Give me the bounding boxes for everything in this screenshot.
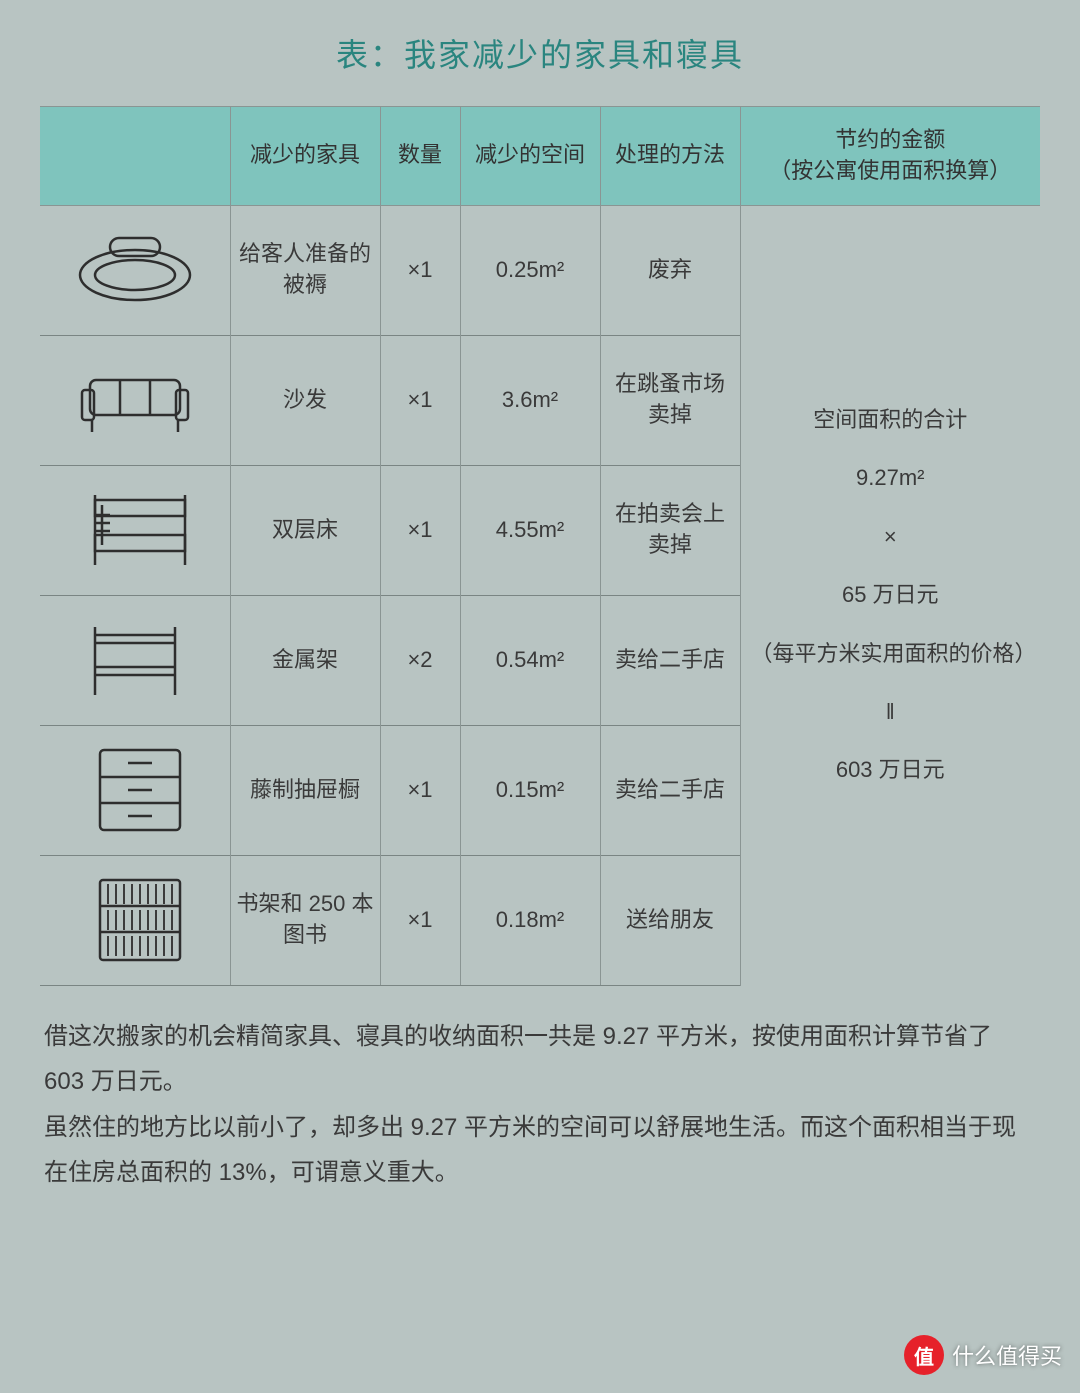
col-icon (40, 107, 230, 206)
item-method: 废弃 (600, 205, 740, 335)
item-space: 0.54m² (460, 595, 600, 725)
item-name: 书架和 250 本图书 (230, 855, 380, 985)
item-method: 卖给二手店 (600, 725, 740, 855)
header-row: 减少的家具 数量 减少的空间 处理的方法 节约的金额 （按公寓使用面积换算） (40, 107, 1040, 206)
summary-result: 603 万日元 (751, 746, 1031, 794)
summary-mult: × (751, 513, 1031, 561)
item-name: 给客人准备的被褥 (230, 205, 380, 335)
col-method: 处理的方法 (600, 107, 740, 206)
sofa-icon (40, 335, 230, 465)
watermark-text: 什么值得买 (952, 1339, 1062, 1371)
table-title: 表：我家减少的家具和寝具 (40, 30, 1040, 76)
caption: 借这次搬家的机会精简家具、寝具的收纳面积一共是 9.27 平方米，按使用面积计算… (40, 1014, 1040, 1196)
col-qty: 数量 (380, 107, 460, 206)
item-method: 在拍卖会上卖掉 (600, 465, 740, 595)
col-space: 减少的空间 (460, 107, 600, 206)
item-qty: ×1 (380, 205, 460, 335)
item-qty: ×2 (380, 595, 460, 725)
item-space: 4.55m² (460, 465, 600, 595)
item-method: 送给朋友 (600, 855, 740, 985)
summary-total-space: 9.27m² (751, 454, 1031, 502)
summary-label: 空间面积的合计 (751, 396, 1031, 444)
drawer-icon (40, 725, 230, 855)
item-name: 沙发 (230, 335, 380, 465)
caption-p2: 虽然住的地方比以前小了，却多出 9.27 平方米的空间可以舒展地生活。而这个面积… (44, 1105, 1036, 1196)
item-space: 3.6m² (460, 335, 600, 465)
bedding-icon (40, 205, 230, 335)
bunkbed-icon (40, 465, 230, 595)
item-name: 藤制抽屉橱 (230, 725, 380, 855)
watermark: 值 什么值得买 (904, 1335, 1062, 1375)
savings-summary: 空间面积的合计 9.27m² × 65 万日元 （每平方米实用面积的价格） ‖ … (740, 205, 1040, 985)
item-qty: ×1 (380, 725, 460, 855)
bookshelf-icon (40, 855, 230, 985)
watermark-badge-icon: 值 (904, 1335, 944, 1375)
col-item: 减少的家具 (230, 107, 380, 206)
caption-p1: 借这次搬家的机会精简家具、寝具的收纳面积一共是 9.27 平方米，按使用面积计算… (44, 1014, 1036, 1105)
item-name: 金属架 (230, 595, 380, 725)
item-method: 在跳蚤市场卖掉 (600, 335, 740, 465)
item-qty: ×1 (380, 855, 460, 985)
summary-price-note: （每平方米实用面积的价格） (751, 630, 1031, 678)
summary-eq: ‖ (751, 688, 1031, 736)
summary-price: 65 万日元 (751, 571, 1031, 619)
table-row: 给客人准备的被褥 ×1 0.25m² 废弃 空间面积的合计 9.27m² × 6… (40, 205, 1040, 335)
page: 表：我家减少的家具和寝具 减少的家具 数量 减少的空间 处理的方法 节约的金额 … (0, 0, 1080, 1236)
rack-icon (40, 595, 230, 725)
furniture-table: 减少的家具 数量 减少的空间 处理的方法 节约的金额 （按公寓使用面积换算） 给… (40, 106, 1040, 986)
item-space: 0.15m² (460, 725, 600, 855)
item-name: 双层床 (230, 465, 380, 595)
item-method: 卖给二手店 (600, 595, 740, 725)
col-savings: 节约的金额 （按公寓使用面积换算） (740, 107, 1040, 206)
item-qty: ×1 (380, 335, 460, 465)
item-space: 0.25m² (460, 205, 600, 335)
item-qty: ×1 (380, 465, 460, 595)
item-space: 0.18m² (460, 855, 600, 985)
